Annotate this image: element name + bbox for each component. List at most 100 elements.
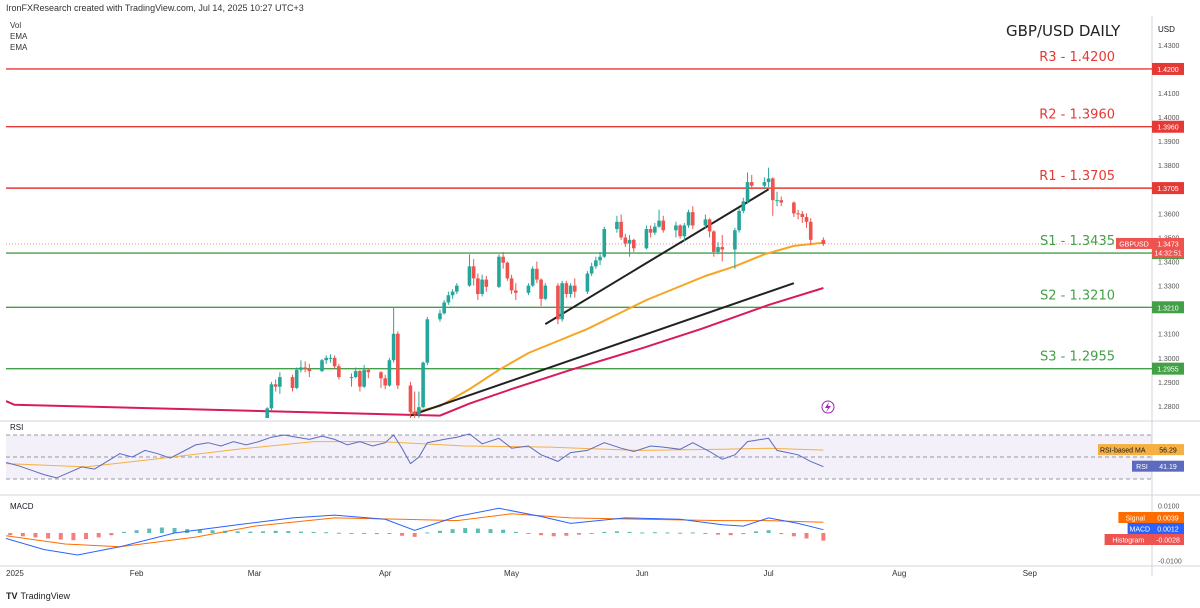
candle: [265, 407, 270, 418]
candle: [775, 191, 779, 207]
histogram-bar: [513, 531, 518, 533]
candle: [800, 210, 805, 224]
candle-body: [509, 278, 514, 291]
candle-body: [560, 283, 564, 320]
candle: [623, 233, 628, 248]
candle-body: [353, 371, 358, 378]
candle: [539, 278, 543, 307]
histogram-bar: [804, 533, 809, 539]
level-price-tag: [1152, 301, 1184, 314]
indicator-label-ema-2[interactable]: EMA: [10, 43, 28, 52]
histogram-bar: [58, 533, 63, 540]
candle: [661, 215, 666, 233]
candle: [349, 373, 354, 387]
rsi-label-text: RSI: [1136, 464, 1148, 471]
level-label-resistance: R1 - 1.3705: [1039, 169, 1115, 184]
histogram-bar: [450, 529, 455, 533]
histogram-bar: [298, 531, 303, 533]
candle: [299, 360, 303, 373]
macd-pane-title: MACD: [10, 502, 34, 511]
candle: [387, 357, 392, 387]
candle: [682, 223, 687, 242]
level-price-tag: [1152, 120, 1184, 133]
candle: [821, 237, 826, 246]
candle-body: [408, 385, 413, 412]
candle-body: [543, 285, 548, 299]
candle: [383, 374, 387, 390]
candle-body: [467, 266, 472, 286]
lightning-icon[interactable]: [821, 400, 835, 414]
histogram-bar: [437, 530, 442, 533]
symbol-tag-text: GBPUSD: [1119, 241, 1149, 248]
candle: [678, 224, 682, 239]
candle: [412, 391, 417, 418]
rsi-pane-title: RSI: [10, 423, 23, 432]
histogram-bar: [463, 528, 468, 533]
candle: [737, 208, 741, 233]
macd-legend-value-tag: [1152, 512, 1184, 523]
candle-body: [766, 178, 771, 183]
histogram-bar: [336, 532, 341, 534]
candle: [707, 218, 712, 238]
macd-legend-value: -0.0028: [1156, 538, 1180, 545]
candle: [720, 235, 725, 262]
macd-legend-tag: [1127, 523, 1152, 534]
candle-body: [484, 279, 489, 287]
level-label-resistance: R2 - 1.3960: [1039, 108, 1115, 123]
candle-body: [678, 225, 682, 237]
candle-body: [265, 408, 270, 418]
candle-body: [648, 229, 653, 233]
candle: [762, 177, 767, 190]
candle-body: [572, 285, 577, 292]
histogram-bar: [261, 531, 266, 533]
candle: [273, 379, 278, 392]
candle: [690, 206, 695, 230]
price-tick-label: 1.3400: [1158, 260, 1180, 267]
candle-body: [800, 213, 805, 217]
indicator-label-vol[interactable]: Vol: [10, 21, 22, 30]
candle-body: [564, 283, 569, 295]
macd-legend-label: MACD: [1129, 527, 1150, 534]
macd-legend-value-tag: [1152, 523, 1184, 534]
candle: [560, 280, 564, 322]
macd-legend-tag: [1118, 512, 1152, 523]
candle: [438, 309, 442, 322]
candle-body: [476, 278, 480, 295]
price-tick-label: 1.3000: [1158, 356, 1180, 363]
candle-body: [362, 369, 366, 387]
tradingview-logo[interactable]: TV TradingView: [6, 591, 70, 601]
trendline: [410, 282, 795, 417]
level-label-support: S3 - 1.2955: [1040, 350, 1115, 365]
candle: [396, 331, 400, 390]
histogram-bar: [311, 531, 316, 533]
candle: [796, 209, 800, 220]
histogram-bar: [526, 533, 531, 534]
histogram-bar: [248, 531, 253, 533]
candle: [644, 225, 649, 250]
histogram-bar: [627, 531, 632, 533]
price-pane: [6, 68, 1152, 418]
histogram-bar: [20, 533, 25, 537]
candle: [716, 242, 720, 255]
candle: [450, 289, 455, 299]
candle: [417, 391, 421, 418]
candle: [328, 354, 333, 363]
candle: [446, 291, 451, 305]
indicator-label-ema-1[interactable]: EMA: [10, 32, 28, 41]
macd-tick-label: -0.0100: [1158, 559, 1182, 566]
level-price-tag-text: 1.3960: [1157, 125, 1179, 132]
histogram-bar: [665, 532, 670, 534]
candle-body: [808, 221, 813, 240]
histogram-bar: [387, 533, 392, 534]
candle: [408, 381, 413, 418]
histogram-bar: [551, 533, 556, 537]
histogram-bar: [412, 533, 417, 537]
candle-body: [741, 201, 746, 211]
level-label-support: S1 - 1.3435: [1040, 234, 1115, 249]
candle-body: [644, 229, 649, 249]
tradingview-logo-icon: TV: [6, 591, 18, 601]
time-tick-label: May: [504, 569, 519, 578]
candle-body: [349, 377, 354, 379]
candle-body: [585, 273, 590, 292]
candle: [535, 261, 539, 284]
